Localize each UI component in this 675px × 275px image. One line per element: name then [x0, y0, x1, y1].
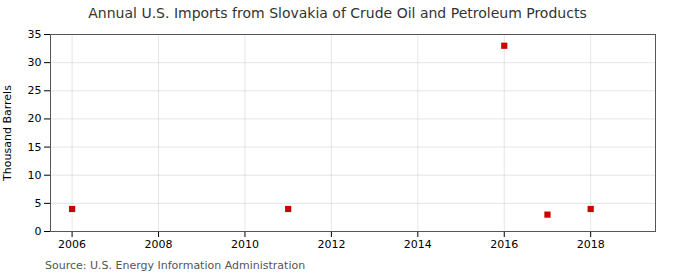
svg-text:35: 35 [28, 28, 42, 41]
svg-text:25: 25 [28, 84, 42, 97]
svg-text:10: 10 [28, 169, 42, 182]
svg-text:0: 0 [35, 225, 42, 238]
svg-text:2006: 2006 [58, 238, 86, 251]
svg-text:2012: 2012 [317, 238, 345, 251]
html-text:Annual U.S. Imports from Slova: Annual U.S. Imports from Slovakia of Cru… [88, 5, 587, 21]
svg-text:2014: 2014 [404, 238, 432, 251]
svg-text:2008: 2008 [145, 238, 173, 251]
svg-text:2018: 2018 [577, 238, 605, 251]
svg-text:Thousand Barrels: Thousand Barrels [1, 85, 14, 182]
html-text:Source: U.S. Energy Informatio: Source: U.S. Energy Information Administ… [45, 259, 306, 272]
svg-text:5: 5 [35, 197, 42, 210]
svg-text:20: 20 [28, 112, 42, 125]
svg-text:15: 15 [28, 141, 42, 154]
svg-text:2010: 2010 [231, 238, 259, 251]
svg-text:2016: 2016 [490, 238, 518, 251]
svg-text:30: 30 [28, 56, 42, 69]
